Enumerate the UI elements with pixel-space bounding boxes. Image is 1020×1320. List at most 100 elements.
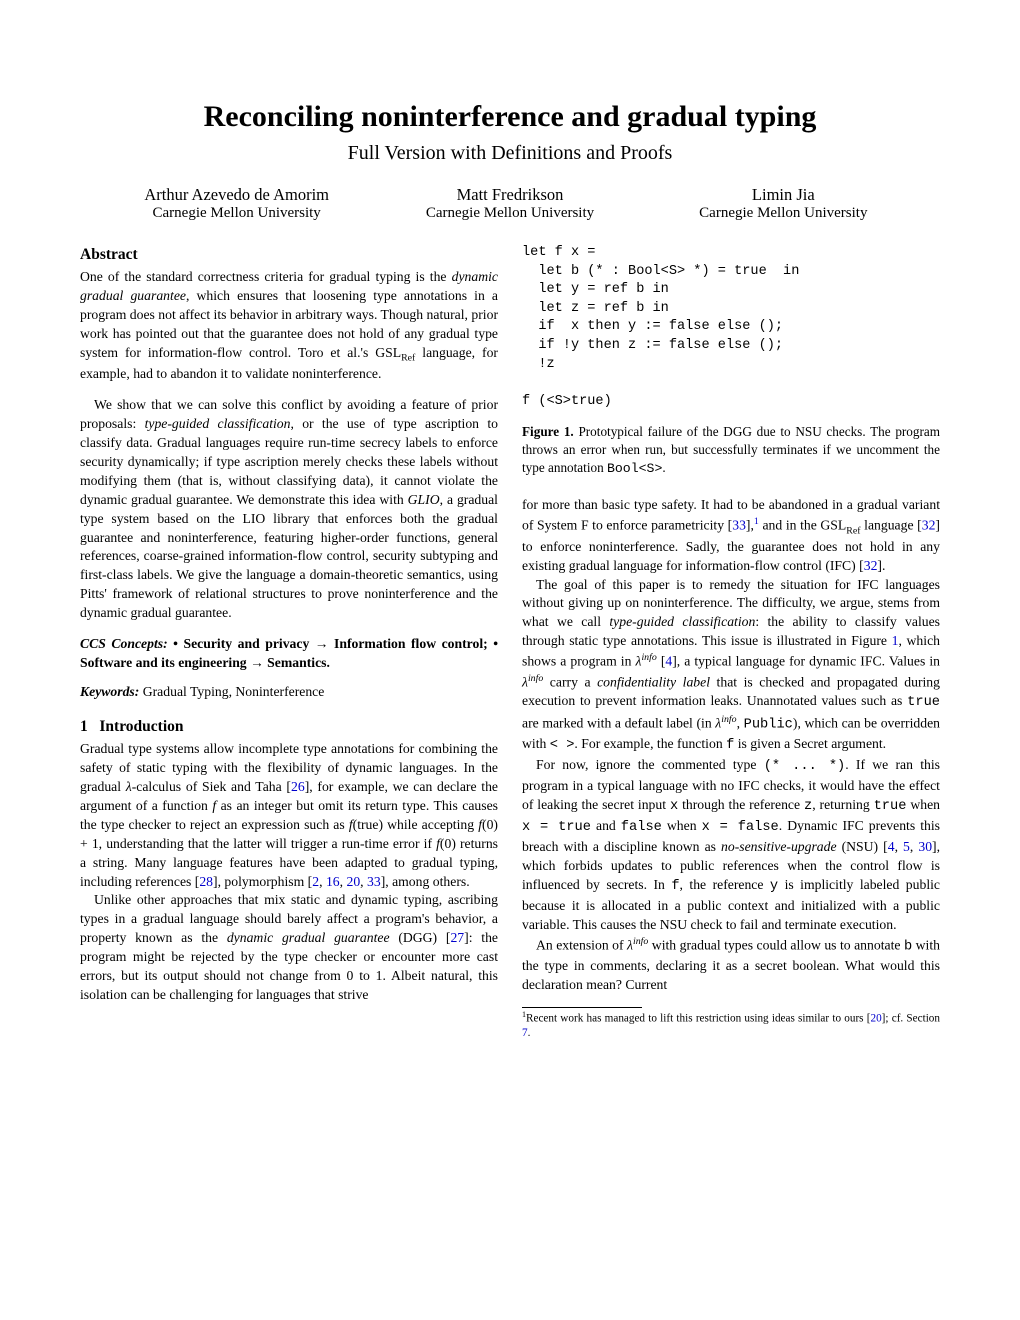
text: ]; cf. Section — [882, 1013, 940, 1025]
code-inline: x = true — [522, 820, 591, 835]
citation-link[interactable]: 32 — [922, 517, 936, 532]
code-inline: Bool<S> — [607, 461, 662, 476]
text: when — [662, 818, 702, 833]
code-line: let z = ref b in — [522, 301, 669, 316]
code-inline: false — [621, 820, 662, 835]
superscript: info — [633, 936, 648, 947]
code-inline: z — [804, 799, 812, 814]
text: , returning — [812, 797, 873, 812]
term: type-guided classification — [609, 614, 755, 629]
author-row: Arthur Azevedo de Amorim Carnegie Mellon… — [80, 185, 940, 222]
author-affil: Carnegie Mellon University — [373, 205, 646, 222]
citation-link[interactable]: 30 — [918, 839, 932, 854]
text: carry a — [543, 674, 597, 689]
abstract-heading: Abstract — [80, 244, 498, 265]
code-inline: < > — [550, 738, 575, 753]
paper-subtitle: Full Version with Definitions and Proofs — [80, 142, 940, 165]
text: . — [662, 460, 665, 475]
abstract-text: One of the standard correctness criteria… — [80, 268, 498, 384]
section-number: 1 — [80, 718, 88, 735]
footnote: 1Recent work has managed to lift this re… — [522, 1010, 940, 1040]
code-inline: Public — [744, 718, 793, 733]
ccs-concepts: CCS Concepts: • Security and privacy → I… — [80, 635, 498, 673]
abstract-text: We show that we can solve this conflict … — [80, 396, 498, 623]
text: through the reference — [678, 797, 804, 812]
two-column-body: Abstract One of the standard correctness… — [80, 244, 940, 1040]
text: . For example, the function — [574, 736, 726, 751]
text: . — [528, 1027, 531, 1039]
text: and — [591, 818, 621, 833]
paragraph: For now, ignore the commented type (* ..… — [522, 756, 940, 934]
citation-link[interactable]: 33 — [367, 874, 381, 889]
term: dynamic gradual guarantee — [227, 930, 390, 945]
text: (DGG) [ — [390, 930, 451, 945]
superscript: info — [528, 673, 543, 684]
code-inline: y — [770, 879, 778, 894]
citation-link[interactable]: 26 — [291, 779, 305, 794]
paragraph: Gradual type systems allow incomplete ty… — [80, 740, 498, 891]
citation-link[interactable]: 28 — [199, 874, 213, 889]
code-inline: f — [671, 879, 679, 894]
text: , a gradual type system based on the LIO… — [80, 492, 498, 620]
author-name: Limin Jia — [647, 185, 920, 205]
text: (true) while accepting — [353, 817, 479, 832]
author-affil: Carnegie Mellon University — [647, 205, 920, 222]
text: One of the standard correctness criteria… — [80, 269, 452, 284]
text: ]. — [877, 558, 885, 573]
text: are marked with a default label (in — [522, 716, 715, 731]
code-inline: b — [904, 939, 912, 954]
code-line: f (<S>true) — [522, 394, 612, 409]
paragraph: The goal of this paper is to remedy the … — [522, 576, 940, 757]
section-heading: 1 Introduction — [80, 716, 498, 737]
code-line: if !y then z := false else (); — [522, 338, 783, 353]
citation-link[interactable]: 16 — [326, 874, 340, 889]
text: , the reference — [680, 877, 770, 892]
text: with gradual types could allow us to ann… — [648, 937, 904, 952]
term: type-guided classification — [145, 416, 291, 431]
code-line: let b (* : Bool<S> *) = true in — [522, 264, 799, 279]
paragraph: Unlike other approaches that mix static … — [80, 891, 498, 1004]
section-title: Introduction — [99, 718, 183, 735]
text: ], — [746, 517, 754, 532]
author-block: Matt Fredrikson Carnegie Mellon Universi… — [373, 185, 646, 222]
ccs-label: CCS Concepts: — [80, 636, 168, 651]
footnote-divider — [522, 1007, 642, 1008]
code-listing: let f x = let b (* : Bool<S> *) = true i… — [522, 244, 940, 411]
code-line: if x then y := false else (); — [522, 319, 783, 334]
paragraph: An extension of λinfo with gradual types… — [522, 935, 940, 995]
author-block: Arthur Azevedo de Amorim Carnegie Mellon… — [100, 185, 373, 222]
text: ], a typical language for dynamic IFC. V… — [672, 654, 940, 669]
citation-link[interactable]: 20 — [870, 1013, 881, 1025]
code-inline: x = false — [702, 820, 779, 835]
text: -calculus of Siek and Taha [ — [132, 779, 291, 794]
text: An extension of — [536, 937, 627, 952]
author-affil: Carnegie Mellon University — [100, 205, 373, 222]
citation-link[interactable]: 2 — [312, 874, 319, 889]
text: Recent work has managed to lift this res… — [526, 1013, 870, 1025]
paragraph: for more than basic type safety. It had … — [522, 496, 940, 576]
citation-link[interactable]: 4 — [888, 839, 895, 854]
code-inline: x — [670, 799, 678, 814]
author-block: Limin Jia Carnegie Mellon University — [647, 185, 920, 222]
left-column: Abstract One of the standard correctness… — [80, 244, 498, 1040]
code-inline: true — [874, 799, 907, 814]
citation-link[interactable]: 5 — [903, 839, 910, 854]
superscript: info — [721, 714, 736, 725]
author-name: Arthur Azevedo de Amorim — [100, 185, 373, 205]
citation-link[interactable]: 32 — [864, 558, 878, 573]
keywords-label: Keywords: — [80, 684, 139, 699]
text: , — [737, 716, 744, 731]
paper-title: Reconciling noninterference and gradual … — [80, 100, 940, 134]
code-inline: true — [907, 695, 940, 710]
author-name: Matt Fredrikson — [373, 185, 646, 205]
citation-link[interactable]: 33 — [732, 517, 746, 532]
figure-label: Figure 1. — [522, 424, 574, 439]
citation-link[interactable]: 27 — [450, 930, 464, 945]
citation-link[interactable]: 20 — [346, 874, 360, 889]
term: confidentiality label — [597, 674, 710, 689]
keywords: Keywords: Gradual Typing, Noninterferenc… — [80, 683, 498, 702]
term: no-sensitive-upgrade — [721, 839, 837, 854]
text: Prototypical failure of the DGG due to N… — [522, 424, 940, 475]
code-line: !z — [522, 357, 555, 372]
keywords-text: Gradual Typing, Noninterference — [139, 684, 324, 699]
